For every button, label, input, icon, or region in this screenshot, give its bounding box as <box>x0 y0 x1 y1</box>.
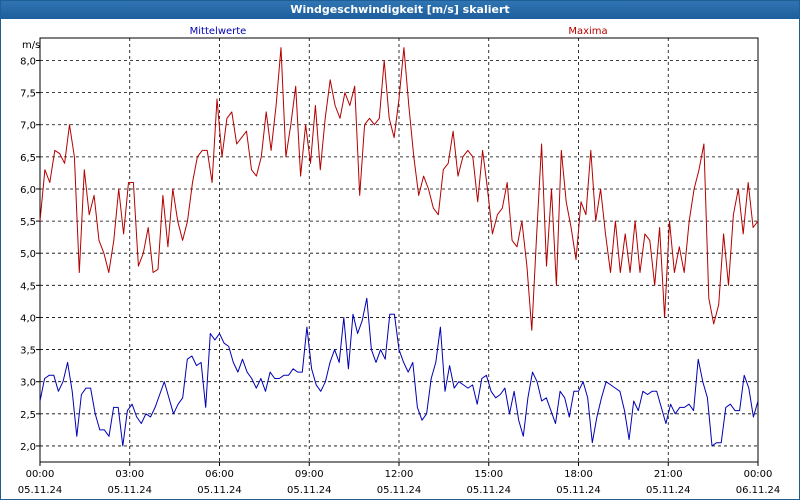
y-tick-label: 3,5 <box>20 346 36 357</box>
series-lines <box>39 47 759 447</box>
x-tick-time: 21:00 <box>654 469 683 480</box>
y-tick-label: 6,0 <box>20 185 36 196</box>
x-tick-time: 06:00 <box>205 469 234 480</box>
x-tick-date: 05.11.24 <box>197 485 242 496</box>
x-tick-date: 05.11.24 <box>18 485 63 496</box>
y-tick-label: 7,0 <box>20 121 36 132</box>
x-tick-time: 12:00 <box>385 469 414 480</box>
x-tick-time: 09:00 <box>295 469 324 480</box>
x-tick-date: 06.11.24 <box>736 485 781 496</box>
y-tick-label: 6,5 <box>20 153 36 164</box>
x-tick-date: 05.11.24 <box>466 485 511 496</box>
y-tick-label: 2,0 <box>20 442 36 453</box>
x-tick-time: 00:00 <box>744 469 773 480</box>
y-axis-ticks: 2,0 2,5 3,0 3,5 4,0 4,5 5,0 5,5 6,0 6,5 7,0 7,5 8,0 <box>20 56 40 453</box>
x-tick-time: 18:00 <box>564 469 593 480</box>
x-axis-ticks: 00:00 05.11.24 03:00 05.11.24 06:00 05.11.24 0… <box>18 462 781 496</box>
series-line-maxima <box>39 47 759 331</box>
y-tick-label: 3,0 <box>20 378 36 389</box>
x-tick-date: 05.11.24 <box>377 485 422 496</box>
x-tick-date: 05.11.24 <box>646 485 691 496</box>
y-tick-label: 4,5 <box>20 281 36 292</box>
series-line-mittelwerte <box>39 297 759 447</box>
x-tick-time: 00:00 <box>26 469 55 480</box>
y-tick-label: 5,0 <box>20 249 36 260</box>
y-axis-label: m/s <box>22 40 40 51</box>
x-tick-date: 05.11.24 <box>556 485 601 496</box>
y-tick-label: 7,5 <box>20 89 36 100</box>
y-tick-label: 2,5 <box>20 410 36 421</box>
x-tick-time: 15:00 <box>474 469 503 480</box>
y-tick-label: 5,5 <box>20 217 36 228</box>
x-tick-date: 05.11.24 <box>107 485 152 496</box>
legend-mittelwerte: Mittelwerte <box>190 26 247 37</box>
y-tick-label: 4,0 <box>20 313 36 324</box>
window-title: Windgeschwindigkeit [m/s] skaliert <box>1 1 799 19</box>
legend-maxima: Maxima <box>568 26 607 37</box>
y-tick-label: 8,0 <box>20 56 36 67</box>
x-tick-time: 03:00 <box>115 469 144 480</box>
x-tick-date: 05.11.24 <box>287 485 332 496</box>
